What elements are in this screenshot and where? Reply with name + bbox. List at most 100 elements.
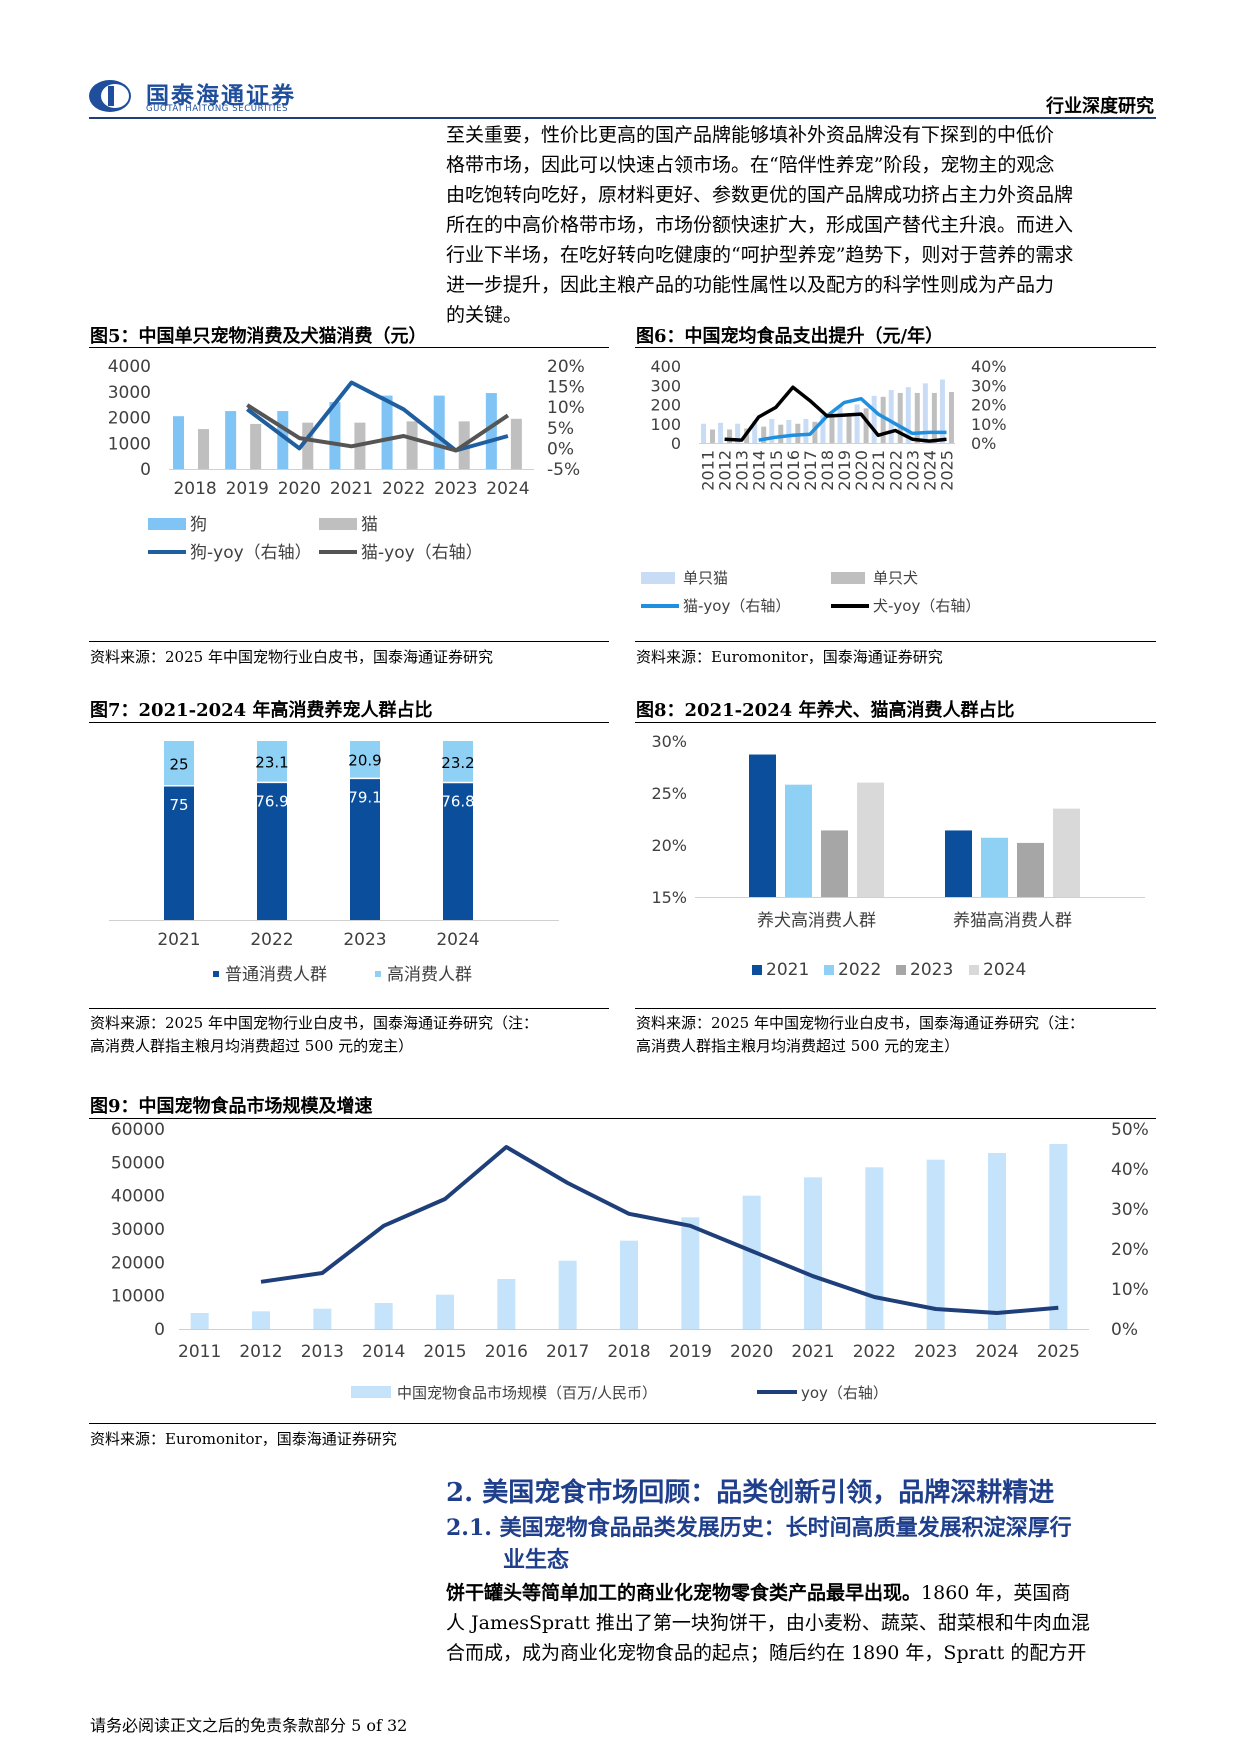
bar-2024-养犬高消费人群 (857, 782, 884, 897)
fig5-chart: 0 1000 2000 3000 4000 -5%0%5%10%15%20% 2018 201… (108, 357, 585, 563)
x-tick-label: 2016 (485, 1342, 528, 1362)
legend-label: 单只犬 (873, 569, 918, 587)
x-tick-label: 2024 (436, 930, 479, 950)
legend-swatch (148, 518, 186, 530)
y-right-tick-label: 20% (971, 396, 1007, 415)
y-right-tick-label: 50% (1111, 1121, 1149, 1140)
data-label: 20.9 (348, 752, 381, 770)
legend-label: 猫-yoy（右轴） (361, 543, 483, 563)
logo-mark-icon (89, 80, 131, 112)
x-tick-label: 2020 (278, 479, 321, 499)
bar-2025 (939, 379, 945, 443)
bar-2020 (854, 404, 860, 443)
bar-2023 (433, 395, 445, 469)
x-tick-label: 2018 (818, 450, 837, 491)
subsection-title: 2.1. 美国宠物食品品类发展历史：长时间高质量发展积淀深厚行 业生态 (446, 1512, 1072, 1576)
legend-swatch (969, 965, 979, 975)
bar-2011 (190, 1313, 209, 1329)
bar-2011 (710, 429, 715, 443)
fig7-title: 图7：2021-2024 年高消费养宠人群占比 (90, 700, 433, 721)
bar-2015 (769, 418, 775, 443)
para-line: 饼干罐头等简单加工的商业化宠物零食类产品最早出现。1860 年，英国商 (446, 1578, 1156, 1608)
intro-line: 所在的中高价格带市场，市场份额快速扩大，形成国产替代主升浪。而进入 (446, 214, 1074, 236)
fig7-source-line: 资料来源：2025 年中国宠物行业白皮书，国泰海通证券研究（注： (90, 1014, 538, 1032)
bar-2021-养犬高消费人群 (749, 754, 776, 897)
x-tick-label: 2011 (178, 1342, 221, 1362)
x-tick-label: 2025 (937, 450, 956, 491)
data-label: 23.2 (441, 754, 474, 772)
fig7-bottom-rule (89, 1008, 609, 1009)
y-tick-label: 25% (651, 784, 687, 803)
bar-2023-养猫高消费人群 (1017, 842, 1044, 897)
legend-swatch (896, 965, 906, 975)
y-right-tick-label: 0% (971, 434, 996, 453)
legend-label: 中国宠物食品市场规模（百万/人民币） (397, 1384, 657, 1402)
bar-普通消费人群-2023 (350, 778, 380, 920)
y-left-tick-label: 400 (650, 357, 681, 376)
fig9-source: 资料来源：Euromonitor，国泰海通证券研究 (90, 1430, 397, 1448)
y-tick-label: 15% (651, 888, 687, 907)
bar-2020 (277, 411, 289, 469)
x-tick-label: 2025 (1037, 1342, 1080, 1362)
bar-2018 (829, 417, 835, 443)
fig6-top-rule (635, 347, 1156, 348)
fig8-source: 资料来源：2025 年中国宠物行业白皮书，国泰海通证券研究（注： 高消费人群指主… (636, 1012, 1084, 1058)
bar-2015 (436, 1294, 454, 1329)
fig6-title: 图6：中国宠均食品支出提升（元/年） (636, 326, 944, 347)
fig9-bottom-rule (89, 1423, 1156, 1424)
x-tick-label: 2021 (791, 1342, 834, 1362)
bar-2016 (497, 1279, 516, 1329)
y-left-tick-label: 200 (650, 396, 681, 415)
y-left-tick-label: 2000 (108, 409, 151, 429)
intro-line: 行业下半场，在吃好转向吃健康的“呵护型养宠”趋势下，则对于营养的需求 (446, 244, 1074, 266)
fig6-source: 资料来源：Euromonitor，国泰海通证券研究 (636, 648, 943, 666)
bar-2019 (837, 405, 843, 443)
y-left-tick-label: 100 (650, 415, 681, 434)
x-tick-label: 2015 (767, 450, 786, 491)
fig9-top-rule (89, 1118, 1156, 1119)
fig8-top-rule (635, 722, 1156, 723)
bar-高消费人群-2022 (257, 741, 287, 783)
bar-2017 (558, 1260, 577, 1329)
bar-2025 (948, 391, 954, 443)
fig5-title: 图5：中国单只宠物消费及犬猫消费（元） (90, 326, 427, 347)
bar-2022 (865, 1167, 884, 1329)
bar-2024 (510, 418, 522, 469)
legend-label: 单只猫 (683, 569, 728, 587)
y-left-tick-label: 30000 (111, 1220, 165, 1240)
legend-label: yoy（右轴） (801, 1384, 888, 1402)
legend-label: 普通消费人群 (225, 965, 327, 985)
y-left-tick-label: 20000 (111, 1253, 165, 1273)
legend-swatch (824, 965, 834, 975)
bar-2018 (173, 416, 184, 469)
x-tick-label: 2014 (750, 450, 769, 491)
bar-2016 (786, 419, 792, 443)
y-right-tick-label: 5% (547, 419, 574, 439)
x-tick-label: 2021 (869, 450, 888, 491)
data-label: 25 (169, 755, 188, 773)
x-tick-label: 2012 (716, 450, 735, 491)
para-line: 人 JamesSpratt 推出了第一块狗饼干，由小麦粉、蔬菜、甜菜根和牛肉血混 (446, 1612, 1090, 1634)
x-tick-label: 2013 (301, 1342, 344, 1362)
bar-2023-养犬高消费人群 (821, 830, 848, 897)
x-tick-label: 2023 (343, 930, 386, 950)
legend-label: 高消费人群 (387, 965, 472, 985)
legend-label: 狗-yoy（右轴） (190, 543, 312, 563)
bar-2012 (727, 429, 733, 443)
x-tick-label: 2011 (699, 450, 718, 491)
x-tick-label: 2019 (835, 450, 854, 491)
legend-swatch (351, 1386, 391, 1398)
bar-2022-养猫高消费人群 (981, 837, 1008, 897)
x-tick-label: 2022 (853, 1342, 896, 1362)
bar-2021-养猫高消费人群 (945, 830, 972, 897)
bar-2019 (250, 423, 262, 469)
legend-label: 猫 (361, 515, 378, 535)
bar-高消费人群-2021 (164, 741, 194, 786)
bar-2013 (735, 423, 741, 443)
bar-2022 (406, 421, 418, 469)
fig5-source: 资料来源：2025 年中国宠物行业白皮书，国泰海通证券研究 (90, 648, 493, 666)
x-tick-label: 2024 (486, 479, 529, 499)
section-title: 2. 美国宠食市场回顾：品类创新引领，品牌深耕精进 (446, 1478, 1055, 1508)
bar-高消费人群-2024 (443, 741, 473, 783)
logo-en: GUOTAI HAITONG SECURITIES (146, 104, 289, 114)
